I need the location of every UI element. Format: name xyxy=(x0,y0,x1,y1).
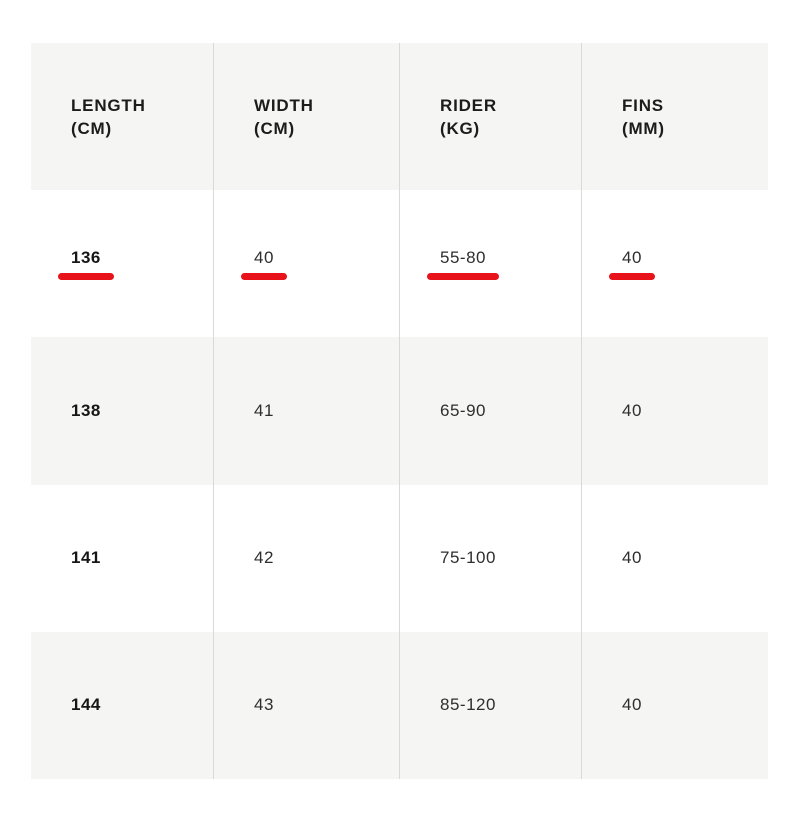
selected-value[interactable]: 136 xyxy=(58,247,114,280)
selected-underline xyxy=(427,272,499,280)
cell-length: 138 xyxy=(31,337,213,484)
table-header-row: LENGTH (CM) WIDTH (CM) RIDER (KG) FINS (… xyxy=(31,43,768,191)
cell-length: 141 xyxy=(31,485,213,632)
header-unit: (CM) xyxy=(254,118,295,138)
width-value: 42 xyxy=(254,548,274,568)
cell-rider: 65-90 xyxy=(399,337,581,485)
rider-value: 55-80 xyxy=(440,247,486,267)
cell-width: 40 xyxy=(213,190,399,338)
table-row-136-selected[interactable]: 136 40 55-80 40 xyxy=(31,190,768,338)
header-label: LENGTH xyxy=(71,95,146,115)
header-unit: (MM) xyxy=(622,118,665,138)
selected-underline xyxy=(241,272,287,280)
header-cell-length: LENGTH (CM) xyxy=(31,43,213,190)
table-row-141[interactable]: 141 42 75-100 40 xyxy=(31,484,768,632)
length-value: 144 xyxy=(71,695,101,715)
fins-value: 40 xyxy=(622,401,642,420)
table-row-138[interactable]: 138 41 65-90 40 xyxy=(31,337,768,485)
length-value: 136 xyxy=(71,247,101,267)
cell-rider: 75-100 xyxy=(399,484,581,632)
header-label: FINS xyxy=(622,95,664,115)
cell-width: 42 xyxy=(213,484,399,632)
rider-value: 75-100 xyxy=(440,548,496,568)
length-value: 141 xyxy=(71,548,101,568)
width-value: 41 xyxy=(254,401,274,420)
table-row-144[interactable]: 144 43 85-120 40 xyxy=(31,631,768,780)
cell-rider: 55-80 xyxy=(399,190,581,338)
selected-value[interactable]: 40 xyxy=(241,247,287,280)
header-unit: (CM) xyxy=(71,118,112,138)
header-label: WIDTH xyxy=(254,95,314,115)
cell-length: 144 xyxy=(31,632,213,779)
fins-value: 40 xyxy=(622,548,642,568)
header-unit: (KG) xyxy=(440,118,481,138)
selected-underline xyxy=(609,272,655,280)
cell-width: 41 xyxy=(213,337,399,485)
cell-fins: 40 xyxy=(581,337,768,485)
cell-width: 43 xyxy=(213,631,399,780)
selected-underline xyxy=(58,272,114,280)
width-value: 43 xyxy=(254,695,274,715)
header-label: RIDER xyxy=(440,95,497,115)
header-cell-width: WIDTH (CM) xyxy=(213,43,399,191)
width-value: 40 xyxy=(254,247,274,267)
selected-value[interactable]: 55-80 xyxy=(427,247,499,280)
rider-value: 85-120 xyxy=(440,695,496,715)
size-chart-table: LENGTH (CM) WIDTH (CM) RIDER (KG) FINS (… xyxy=(31,43,768,780)
cell-length: 136 xyxy=(31,190,213,337)
header-cell-fins: FINS (MM) xyxy=(581,43,768,191)
rider-value: 65-90 xyxy=(440,401,486,420)
cell-fins: 40 xyxy=(581,631,768,780)
length-value: 138 xyxy=(71,401,101,420)
header-cell-rider: RIDER (KG) xyxy=(399,43,581,191)
cell-fins: 40 xyxy=(581,190,768,338)
selected-value[interactable]: 40 xyxy=(609,247,655,280)
fins-value: 40 xyxy=(622,695,642,715)
cell-rider: 85-120 xyxy=(399,631,581,780)
cell-fins: 40 xyxy=(581,484,768,632)
fins-value: 40 xyxy=(622,247,642,267)
